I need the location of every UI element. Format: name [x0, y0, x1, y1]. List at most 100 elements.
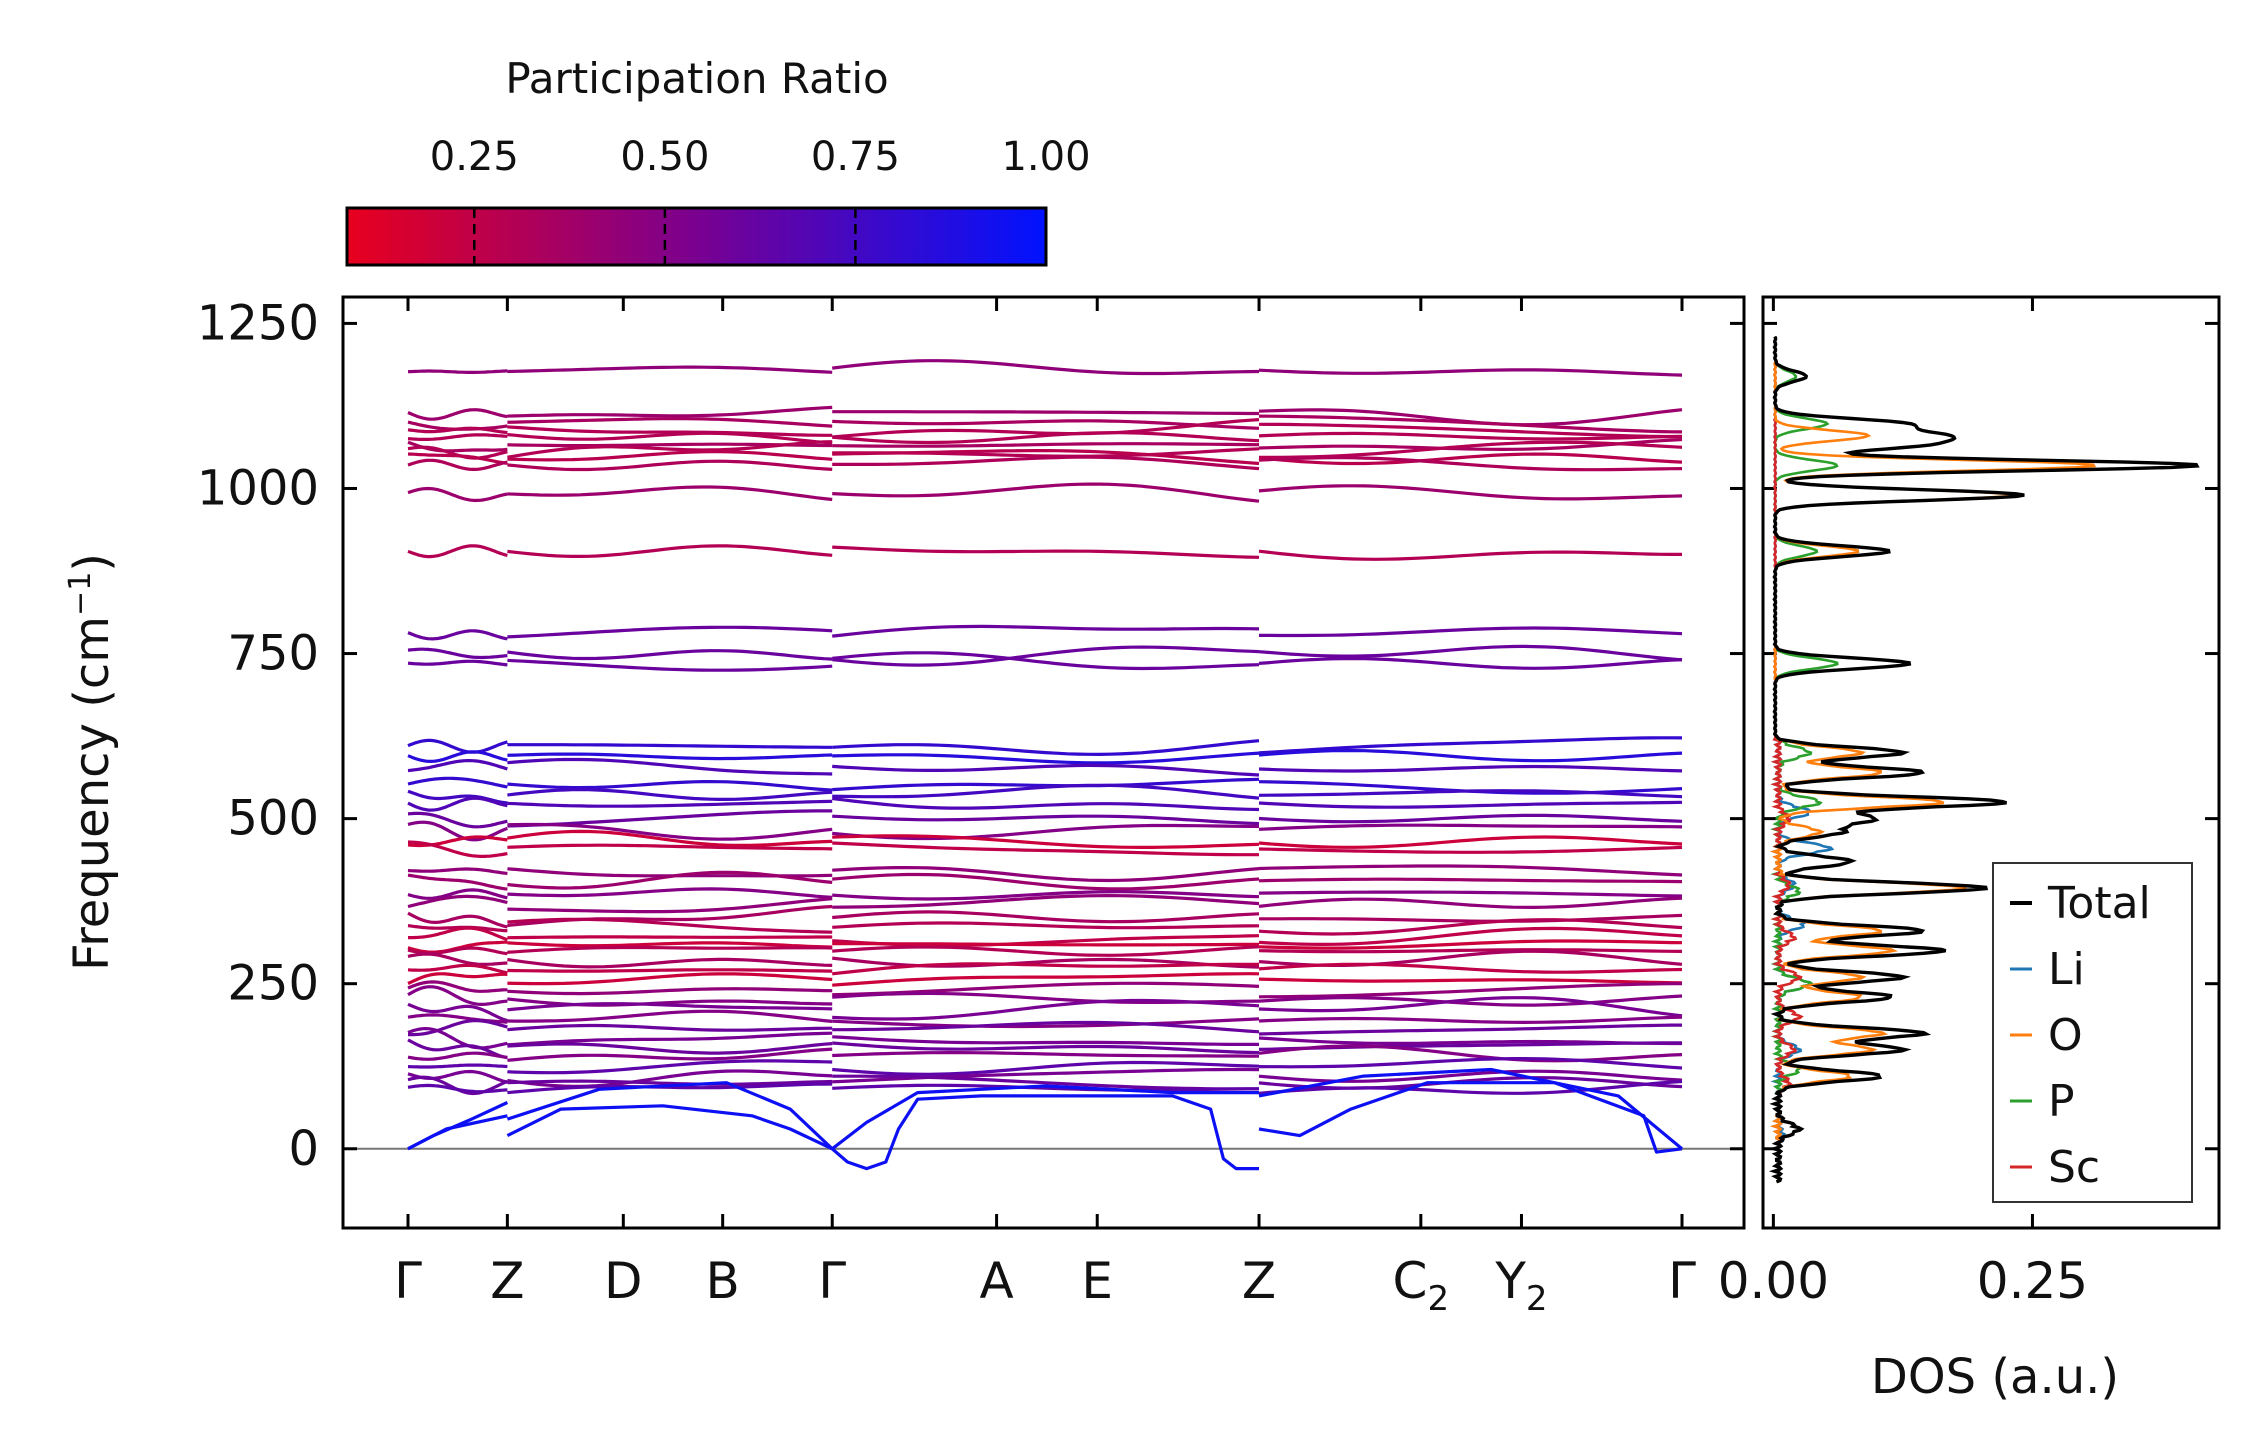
band-line	[1258, 813, 1683, 824]
band-line	[407, 433, 508, 441]
band-line	[407, 911, 508, 929]
band-line	[1258, 764, 1683, 773]
k-point-label: Z	[490, 1252, 524, 1310]
band-line	[1258, 422, 1683, 439]
band-line	[832, 814, 1260, 826]
band-line	[507, 440, 833, 459]
acoustic-branch	[1258, 1081, 1683, 1154]
band-line	[407, 963, 508, 975]
y-tick-label: 1000	[197, 460, 319, 516]
band-line	[832, 645, 1260, 667]
band-line	[507, 752, 833, 761]
colorbar-tick-label: 0.25	[430, 134, 519, 180]
band-line	[407, 796, 508, 812]
band-line	[1258, 736, 1683, 755]
legend-label: Total	[2047, 878, 2151, 929]
band-axes-frame	[341, 295, 1746, 1230]
band-line	[832, 796, 1260, 812]
band-line	[507, 935, 833, 940]
band-line	[1258, 939, 1683, 950]
band-line	[407, 659, 508, 667]
dos-axes-frame	[1761, 295, 2221, 1230]
y-tick-label: 500	[227, 791, 319, 847]
band-line	[407, 1051, 508, 1061]
band-line	[1258, 800, 1683, 809]
band-line	[832, 1060, 1260, 1076]
band-line	[1258, 977, 1683, 985]
band-line	[407, 867, 508, 876]
k-point-label: Z	[1242, 1252, 1276, 1310]
band-line	[407, 1002, 508, 1023]
band-line	[832, 942, 1260, 947]
band-line	[832, 739, 1260, 757]
band-line	[832, 945, 1260, 957]
band-line	[832, 910, 1260, 924]
band-line	[407, 629, 508, 641]
band-line	[507, 1082, 833, 1095]
band-line	[507, 867, 833, 878]
band-line	[507, 449, 833, 462]
colorbar-tick-label: 0.50	[620, 134, 709, 180]
band-line	[507, 425, 833, 437]
acoustic-branch	[831, 1094, 1259, 1171]
band-line	[1258, 994, 1683, 1007]
band-line	[832, 545, 1260, 559]
y-axis-label: Frequency (cm−1)	[63, 553, 120, 971]
colorbar-title: Participation Ratio	[505, 54, 888, 103]
colorbar-ticks: 0.25 0.50 0.75 1.00	[430, 134, 1091, 265]
y-tick-label: 0	[288, 1121, 319, 1177]
band-line	[832, 893, 1260, 909]
dos-curves	[1768, 335, 2200, 1184]
band-line	[1258, 484, 1683, 501]
band-line	[507, 787, 833, 801]
band-line	[507, 987, 833, 996]
band-line	[507, 957, 833, 969]
legend-label: Li	[2048, 944, 2085, 995]
legend[interactable]: Total Li OP Sc	[1992, 862, 2193, 1203]
band-line	[507, 897, 833, 914]
y-axis-ticks: 0 250 500 750 1000 1250	[197, 295, 2219, 1177]
band-line	[832, 777, 1260, 792]
dos-x-tick-label: 0.25	[1977, 1252, 2088, 1310]
band-line	[507, 945, 833, 954]
band-line	[507, 1069, 833, 1088]
band-line	[507, 459, 833, 472]
acoustic-branch	[831, 1084, 1259, 1151]
band-line	[1258, 414, 1683, 434]
legend-label: P	[2048, 1076, 2075, 1127]
y-tick-label: 250	[227, 956, 319, 1012]
band-line	[507, 1002, 833, 1012]
band-line	[1259, 913, 1683, 923]
band-line	[1258, 996, 1683, 1018]
band-line	[832, 751, 1260, 765]
band-line	[1258, 948, 1683, 954]
band-line	[507, 743, 833, 749]
band-line	[832, 956, 1260, 969]
band-line	[832, 418, 1260, 439]
band-line	[407, 738, 508, 754]
band-line	[1258, 823, 1683, 831]
band-line	[832, 431, 1260, 445]
band-line	[832, 1067, 1260, 1084]
band-line	[1258, 1023, 1682, 1036]
band-line	[407, 811, 508, 829]
band-line	[408, 1019, 508, 1037]
band-line	[507, 829, 833, 847]
band-line	[407, 759, 508, 773]
k-point-label: Γ	[1668, 1252, 1696, 1310]
acoustic-branch	[506, 1081, 834, 1150]
band-line	[1258, 835, 1683, 849]
band-line	[407, 1038, 508, 1060]
band-line	[407, 1026, 508, 1050]
band-line	[832, 1035, 1259, 1046]
band-line	[1258, 926, 1683, 947]
band-line	[1258, 864, 1683, 877]
band-line	[407, 980, 508, 993]
band-line	[507, 780, 833, 792]
band-line	[1258, 1057, 1683, 1070]
band-line	[832, 1041, 1260, 1055]
band-line	[507, 757, 833, 776]
band-line	[832, 1051, 1260, 1058]
band-line	[832, 419, 1260, 430]
